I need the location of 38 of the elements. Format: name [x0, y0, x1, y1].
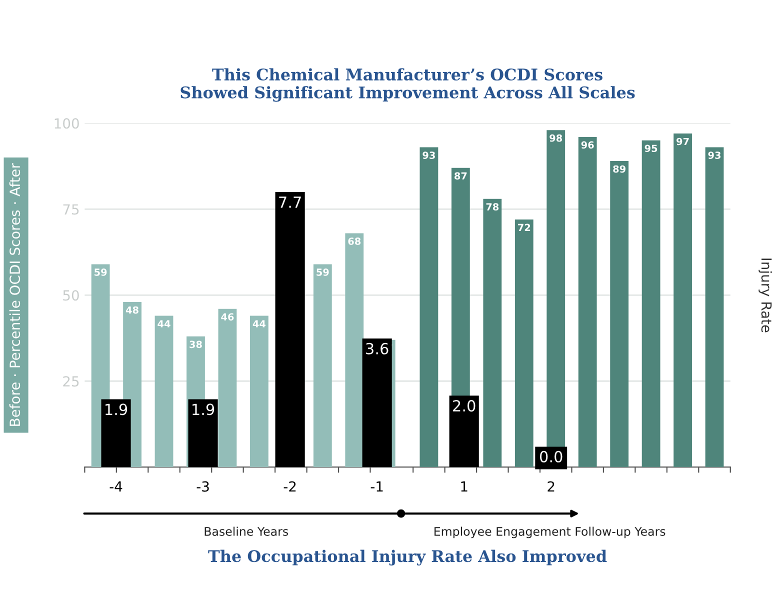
data-label: 87: [454, 172, 467, 180]
data-label: 46: [221, 313, 234, 321]
data-label: 1.9: [106, 404, 128, 416]
text: The Occupational Injury Rate Also Improved: [208, 550, 607, 566]
data-label: 59: [94, 268, 107, 276]
x-tick-label: 2: [548, 481, 554, 492]
x-tick-label: -4: [110, 481, 122, 492]
data-label: 78: [486, 203, 499, 211]
data-label: 0.0: [540, 450, 562, 462]
data-label: 7.7: [279, 196, 301, 208]
text: Baseline Years: [204, 526, 288, 536]
text: Employee Engagement Follow-up Years: [434, 526, 666, 538]
data-label: 89: [613, 165, 626, 173]
y-axis-title: Before · Percentile OCDI Scores · After: [9, 163, 20, 426]
data-label: 3.6: [366, 342, 388, 354]
data-label: 44: [158, 320, 170, 328]
x-tick-label: -1: [370, 481, 383, 492]
bar: [449, 396, 479, 468]
x-tick-label: -2: [284, 481, 296, 492]
data-label: 48: [126, 306, 138, 314]
data-label: 1.9: [192, 404, 214, 416]
data-label: 98: [550, 134, 562, 142]
bar: [275, 192, 305, 468]
y-axis-title: Injury Rate: [758, 258, 772, 332]
x-tick-label: -3: [196, 481, 209, 492]
x-tick-label: 1: [461, 481, 468, 492]
data-label: 93: [708, 152, 721, 159]
data-label: 44: [252, 320, 266, 328]
data-label: 93: [422, 152, 435, 159]
data-label: 97: [676, 138, 689, 146]
chart-title: This Chemical Manufacturer’s OCDI Scores Showed Significant Improvement Across All Scales: [180, 68, 635, 102]
data-label: 96: [581, 141, 594, 149]
data-label: 72: [518, 224, 530, 232]
data-label: 2.0: [453, 400, 476, 412]
data-label: 68: [348, 238, 361, 245]
data-label: 95: [644, 144, 658, 152]
data-label: 38: [190, 340, 202, 348]
data-label: 59: [316, 268, 329, 276]
